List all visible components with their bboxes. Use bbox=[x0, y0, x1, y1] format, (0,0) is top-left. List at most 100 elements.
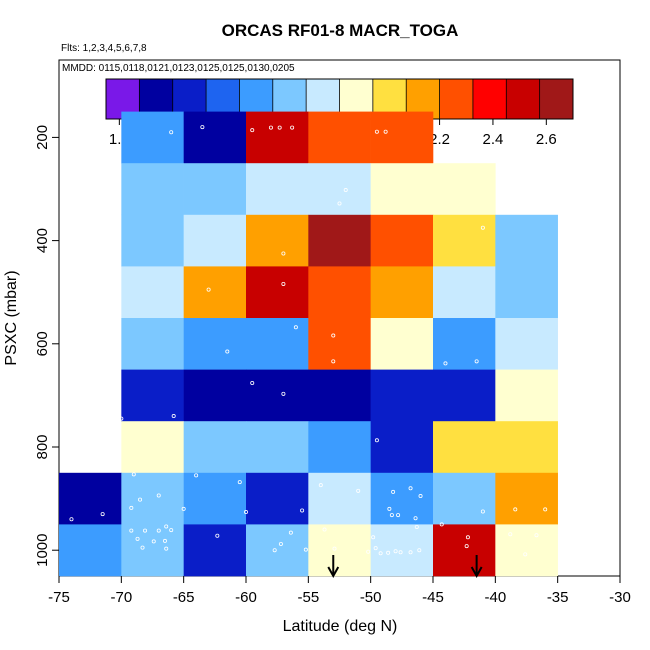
heatmap-cell bbox=[246, 421, 309, 474]
heatmap-cell bbox=[495, 214, 558, 267]
flights-label: Flts: 1,2,3,4,5,6,7,8 bbox=[61, 43, 147, 54]
heatmap-cell bbox=[308, 318, 371, 370]
x-tick-label: -35 bbox=[547, 589, 569, 606]
x-tick-label: -70 bbox=[110, 589, 132, 606]
sample-marker bbox=[378, 551, 383, 556]
heatmap-cell bbox=[433, 318, 496, 370]
sample-marker bbox=[366, 549, 371, 554]
sample-marker bbox=[386, 550, 391, 555]
sample-marker bbox=[250, 381, 255, 386]
heatmap-cell bbox=[246, 524, 309, 577]
heatmap-cell bbox=[308, 214, 371, 267]
sample-marker bbox=[300, 508, 305, 513]
sample-marker bbox=[480, 509, 485, 514]
heatmap-cell bbox=[495, 524, 558, 577]
heatmap-cell bbox=[183, 266, 247, 319]
colorbar-tick-label: 2.4 bbox=[483, 131, 504, 148]
sample-marker bbox=[156, 528, 161, 533]
heatmap-cell bbox=[308, 111, 371, 164]
heatmap-cell bbox=[433, 266, 496, 319]
sample-marker bbox=[243, 510, 248, 515]
sample-marker bbox=[106, 370, 111, 375]
heatmap-cell bbox=[246, 369, 309, 422]
sample-marker bbox=[513, 507, 518, 512]
sample-marker bbox=[443, 361, 448, 366]
heatmap-cell bbox=[59, 472, 122, 525]
sample-marker bbox=[237, 480, 242, 485]
heatmap-cell bbox=[246, 111, 309, 164]
sample-marker bbox=[129, 505, 134, 510]
heatmap-cell bbox=[308, 524, 371, 577]
x-tick-label: -55 bbox=[297, 589, 319, 606]
heatmap-cell bbox=[183, 421, 247, 474]
sample-marker bbox=[337, 201, 342, 206]
colorbar-segment bbox=[439, 79, 474, 119]
sample-marker bbox=[543, 507, 548, 512]
sample-marker bbox=[396, 513, 401, 518]
sample-marker bbox=[281, 251, 286, 256]
arrow-markers bbox=[327, 555, 483, 579]
sample-marker bbox=[135, 536, 140, 541]
sample-marker bbox=[281, 391, 286, 396]
heatmap-cell bbox=[495, 421, 558, 474]
sample-marker bbox=[393, 549, 398, 554]
heatmap-cell bbox=[121, 163, 184, 216]
y-tick-label: 200 bbox=[34, 125, 51, 150]
heatmap-cell bbox=[433, 421, 496, 474]
x-tick-label: -45 bbox=[422, 589, 444, 606]
y-tick-label: 800 bbox=[34, 434, 51, 459]
x-axis: -75 -70 -65 -60 -55 -50 -45 -40 -35 -30 bbox=[48, 576, 631, 606]
sample-marker bbox=[318, 483, 323, 488]
sample-marker bbox=[373, 546, 378, 551]
heatmap-cell bbox=[246, 266, 309, 319]
heatmap-cell bbox=[495, 369, 558, 422]
heatmap-cell bbox=[308, 472, 371, 525]
heatmap-cell bbox=[121, 524, 184, 577]
sample-marker bbox=[523, 552, 528, 557]
sample-marker bbox=[129, 528, 134, 533]
heatmap-cell bbox=[246, 214, 309, 267]
sample-marker bbox=[480, 225, 485, 230]
heatmap-cell bbox=[183, 318, 247, 370]
sample-marker bbox=[268, 125, 273, 130]
heatmap-cell bbox=[183, 369, 247, 422]
x-tick-label: -40 bbox=[484, 589, 506, 606]
heatmap-cells bbox=[59, 111, 558, 577]
sample-marker bbox=[322, 527, 327, 532]
sample-marker bbox=[332, 546, 337, 551]
sample-marker bbox=[383, 129, 388, 134]
sample-marker bbox=[508, 532, 513, 537]
sample-marker bbox=[140, 545, 145, 550]
colorbar-tick-label: 2.6 bbox=[536, 131, 557, 148]
sample-marker bbox=[272, 548, 277, 553]
sample-marker bbox=[371, 535, 376, 540]
x-tick-label: -60 bbox=[235, 589, 257, 606]
sample-marker bbox=[464, 544, 469, 549]
heatmap-cell bbox=[308, 369, 371, 422]
y-tick-label: 600 bbox=[34, 331, 51, 356]
heatmap-cell bbox=[433, 163, 496, 216]
dates-label: MMDD: 0115,0118,0121,0123,0125,0125,0130… bbox=[62, 63, 295, 74]
heatmap-cell bbox=[495, 318, 558, 370]
sample-marker bbox=[331, 333, 336, 338]
heatmap-cell bbox=[433, 524, 496, 577]
heatmap-cell bbox=[246, 318, 309, 370]
sample-marker bbox=[290, 125, 295, 130]
sample-marker bbox=[206, 287, 211, 292]
sample-marker bbox=[96, 292, 101, 297]
heatmap-cell bbox=[246, 472, 309, 525]
sample-marker bbox=[194, 473, 199, 478]
sample-marker bbox=[465, 535, 470, 540]
sample-marker bbox=[156, 493, 161, 498]
y-axis-label: PSXC (mbar) bbox=[3, 270, 20, 365]
heatmap-cell bbox=[370, 421, 434, 474]
sample-marker bbox=[398, 550, 403, 555]
sample-marker bbox=[151, 539, 156, 544]
heatmap-cell bbox=[121, 421, 184, 474]
sample-marker bbox=[534, 533, 539, 538]
heatmap-cell bbox=[370, 524, 434, 577]
sample-marker bbox=[169, 528, 174, 533]
sample-marker bbox=[331, 359, 336, 364]
arrow-head bbox=[327, 566, 340, 579]
